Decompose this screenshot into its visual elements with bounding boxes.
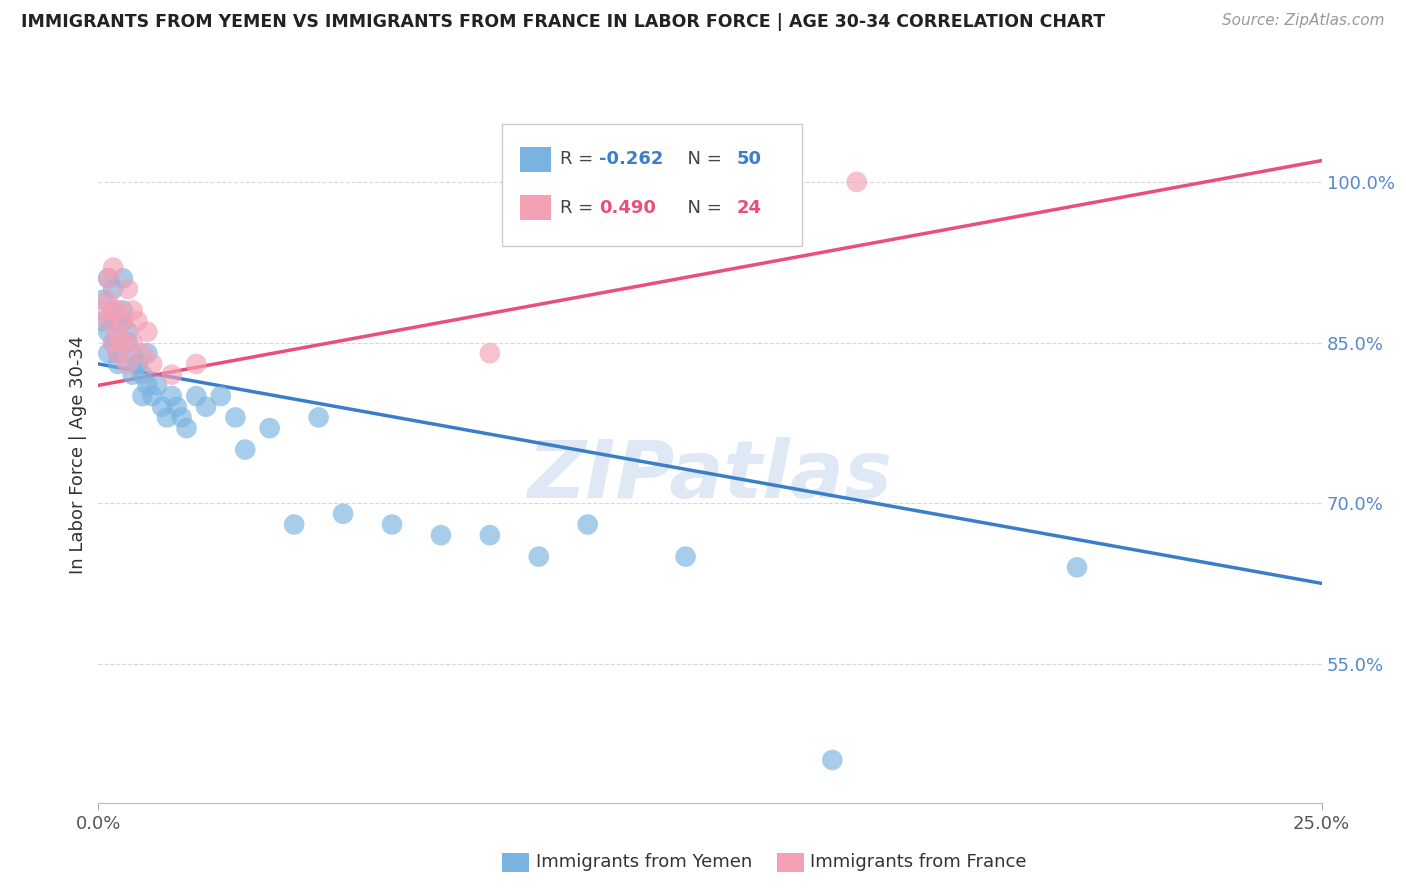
- FancyBboxPatch shape: [502, 124, 801, 246]
- Point: [1066, 560, 1088, 574]
- Point: [111, 335, 134, 350]
- Point: [176, 421, 198, 435]
- Point: [478, 528, 501, 542]
- Point: [127, 357, 149, 371]
- Point: [259, 421, 281, 435]
- Point: [195, 400, 218, 414]
- Point: [332, 507, 354, 521]
- Point: [131, 368, 153, 382]
- Text: Source: ZipAtlas.com: Source: ZipAtlas.com: [1222, 13, 1385, 29]
- Bar: [520, 146, 551, 172]
- Text: R =: R =: [560, 150, 599, 169]
- Point: [381, 517, 404, 532]
- Text: R =: R =: [560, 199, 599, 217]
- Text: 24: 24: [737, 199, 762, 217]
- Point: [117, 325, 139, 339]
- Text: -0.262: -0.262: [599, 150, 664, 169]
- Point: [121, 335, 143, 350]
- Point: [150, 400, 173, 414]
- Point: [127, 314, 149, 328]
- Bar: [520, 195, 551, 220]
- Point: [186, 357, 208, 371]
- Point: [107, 303, 129, 318]
- Text: N =: N =: [676, 199, 727, 217]
- Point: [146, 378, 169, 392]
- Text: 50: 50: [737, 150, 762, 169]
- Point: [91, 303, 114, 318]
- Point: [478, 346, 501, 360]
- Point: [97, 271, 120, 285]
- Point: [107, 357, 129, 371]
- Point: [160, 389, 183, 403]
- Point: [233, 442, 256, 457]
- Point: [166, 400, 188, 414]
- Point: [121, 346, 143, 360]
- Point: [121, 368, 143, 382]
- Point: [224, 410, 246, 425]
- Text: N =: N =: [676, 150, 727, 169]
- Text: Immigrants from Yemen: Immigrants from Yemen: [536, 853, 752, 871]
- Point: [111, 271, 134, 285]
- Point: [97, 346, 120, 360]
- Point: [101, 314, 124, 328]
- Text: IMMIGRANTS FROM YEMEN VS IMMIGRANTS FROM FRANCE IN LABOR FORCE | AGE 30-34 CORRE: IMMIGRANTS FROM YEMEN VS IMMIGRANTS FROM…: [21, 13, 1105, 31]
- Point: [136, 325, 159, 339]
- Bar: [778, 853, 804, 872]
- Point: [107, 314, 129, 328]
- Point: [170, 410, 193, 425]
- Point: [141, 389, 163, 403]
- Point: [576, 517, 599, 532]
- Point: [136, 378, 159, 392]
- Point: [107, 346, 129, 360]
- Point: [160, 368, 183, 382]
- Point: [91, 293, 114, 307]
- Point: [107, 346, 129, 360]
- Point: [821, 753, 844, 767]
- Point: [91, 314, 114, 328]
- Point: [97, 325, 120, 339]
- Text: Immigrants from France: Immigrants from France: [810, 853, 1026, 871]
- Point: [131, 389, 153, 403]
- Point: [131, 346, 153, 360]
- Point: [101, 260, 124, 275]
- Point: [111, 303, 134, 318]
- Point: [101, 335, 124, 350]
- Point: [209, 389, 232, 403]
- Text: 0.490: 0.490: [599, 199, 655, 217]
- Y-axis label: In Labor Force | Age 30-34: In Labor Force | Age 30-34: [69, 335, 87, 574]
- Point: [283, 517, 305, 532]
- Point: [111, 314, 134, 328]
- Point: [186, 389, 208, 403]
- Point: [845, 175, 868, 189]
- Point: [101, 303, 124, 318]
- Point: [136, 346, 159, 360]
- Point: [97, 293, 120, 307]
- Text: ZIPatlas: ZIPatlas: [527, 437, 893, 515]
- Point: [111, 314, 134, 328]
- Point: [527, 549, 550, 564]
- Point: [117, 282, 139, 296]
- Point: [675, 549, 697, 564]
- Point: [97, 271, 120, 285]
- Point: [308, 410, 330, 425]
- Point: [430, 528, 453, 542]
- Point: [121, 303, 143, 318]
- Point: [97, 314, 120, 328]
- Point: [127, 357, 149, 371]
- Bar: [502, 853, 529, 872]
- Point: [156, 410, 179, 425]
- Point: [101, 335, 124, 350]
- Point: [117, 335, 139, 350]
- Point: [107, 325, 129, 339]
- Point: [101, 303, 124, 318]
- Point: [101, 282, 124, 296]
- Point: [117, 357, 139, 371]
- Point: [141, 357, 163, 371]
